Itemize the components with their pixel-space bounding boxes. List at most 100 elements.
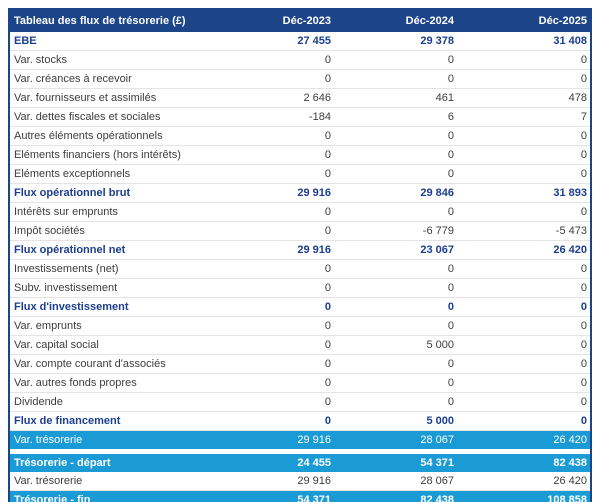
table-title: Tableau des flux de trésorerie (£) (9, 9, 211, 32)
row-value: 7 (454, 107, 591, 127)
row-value: 6 (331, 107, 454, 127)
row-value: 0 (211, 335, 331, 355)
row-value: 0 (331, 164, 454, 184)
row-value: 0 (331, 297, 454, 317)
row-label: Var. trésorerie (9, 430, 211, 449)
table-row: Flux de financement 0 5 000 0 (9, 411, 591, 431)
row-value: 0 (331, 316, 454, 336)
row-value: 0 (454, 411, 591, 431)
row-value: 0 (211, 259, 331, 279)
table-row: Var. stocks 0 0 0 (9, 50, 591, 70)
table-row: Autres éléments opérationnels 0 0 0 (9, 126, 591, 146)
row-value: 82 438 (454, 454, 591, 472)
row-value: -6 779 (331, 221, 454, 241)
row-label: Impôt sociétés (9, 221, 211, 241)
row-value: 0 (211, 50, 331, 70)
row-value: 27 455 (211, 32, 331, 51)
table-row: Impôt sociétés 0 -6 779 -5 473 (9, 221, 591, 241)
row-label: Var. stocks (9, 50, 211, 70)
row-label: Flux d'investissement (9, 297, 211, 317)
row-value: 0 (211, 69, 331, 89)
row-value: -5 473 (454, 221, 591, 241)
table-row: Trésorerie - fin 54 371 82 438 108 858 (9, 490, 591, 502)
table-row: Intérêts sur emprunts 0 0 0 (9, 202, 591, 222)
table-row: Var. trésorerie 29 916 28 067 26 420 (9, 430, 591, 449)
row-value: 2 646 (211, 88, 331, 108)
table-row: Investissements (net) 0 0 0 (9, 259, 591, 279)
row-label: Var. fournisseurs et assimilés (9, 88, 211, 108)
row-label: Trésorerie - fin (9, 490, 211, 502)
row-value: 5 000 (331, 411, 454, 431)
row-value: 0 (331, 202, 454, 222)
column-header-dec-2023: Déc-2023 (211, 9, 331, 32)
row-label: Var. trésorerie (9, 472, 211, 491)
row-value: 0 (454, 392, 591, 412)
row-value: 26 420 (454, 472, 591, 491)
table-row: Var. créances à recevoir 0 0 0 (9, 69, 591, 89)
row-value: 0 (211, 297, 331, 317)
table-row: Eléments financiers (hors intérêts) 0 0 0 (9, 145, 591, 165)
row-value: 0 (211, 145, 331, 165)
row-value: 5 000 (331, 335, 454, 355)
row-label: Trésorerie - départ (9, 454, 211, 472)
row-value: 0 (454, 164, 591, 184)
table-row: Eléments exceptionnels 0 0 0 (9, 164, 591, 184)
column-header-dec-2025: Déc-2025 (454, 9, 591, 32)
row-value: 0 (211, 126, 331, 146)
row-value: 0 (331, 392, 454, 412)
row-value: 54 371 (211, 490, 331, 502)
row-value: 0 (211, 354, 331, 374)
row-value: 29 378 (331, 32, 454, 51)
row-value: 0 (454, 373, 591, 393)
row-value: 26 420 (454, 240, 591, 260)
row-value: 0 (211, 278, 331, 298)
row-value: 0 (454, 278, 591, 298)
row-value: 0 (454, 50, 591, 70)
row-value: 0 (331, 50, 454, 70)
row-label: Var. emprunts (9, 316, 211, 336)
row-value: 0 (211, 392, 331, 412)
column-header-dec-2024: Déc-2024 (331, 9, 454, 32)
table-row: Var. capital social 0 5 000 0 (9, 335, 591, 355)
spacer-cell (9, 449, 591, 454)
row-value: 31 408 (454, 32, 591, 51)
row-value: 0 (331, 354, 454, 374)
table-row: Var. trésorerie 29 916 28 067 26 420 (9, 472, 591, 491)
table-row: Flux opérationnel brut 29 916 29 846 31 893 (9, 183, 591, 203)
row-value: 0 (454, 202, 591, 222)
row-label: Var. dettes fiscales et sociales (9, 107, 211, 127)
row-value: 26 420 (454, 430, 591, 449)
row-label: Var. autres fonds propres (9, 373, 211, 393)
row-value: 28 067 (331, 430, 454, 449)
row-value: 478 (454, 88, 591, 108)
row-value: 0 (211, 411, 331, 431)
row-value: 29 916 (211, 430, 331, 449)
row-value: 0 (211, 164, 331, 184)
table-row: Var. compte courant d'associés 0 0 0 (9, 354, 591, 374)
row-label: Var. capital social (9, 335, 211, 355)
row-value: 54 371 (331, 454, 454, 472)
row-value: 0 (454, 69, 591, 89)
row-value: 0 (454, 335, 591, 355)
row-value: 0 (454, 145, 591, 165)
row-label: Subv. investissement (9, 278, 211, 298)
table-row: Subv. investissement 0 0 0 (9, 278, 591, 298)
row-label: Flux opérationnel brut (9, 183, 211, 203)
row-value: 29 846 (331, 183, 454, 203)
table-row: Flux d'investissement 0 0 0 (9, 297, 591, 317)
table-header-row: Tableau des flux de trésorerie (£) Déc-2… (9, 9, 591, 32)
row-label: EBE (9, 32, 211, 51)
spacer-row (9, 449, 591, 454)
row-value: 29 916 (211, 183, 331, 203)
row-value: 0 (454, 354, 591, 374)
row-value: 0 (331, 259, 454, 279)
row-value: 29 916 (211, 472, 331, 491)
table-row: Dividende 0 0 0 (9, 392, 591, 412)
row-value: 108 858 (454, 490, 591, 502)
row-value: 0 (331, 373, 454, 393)
table-row: Trésorerie - départ 24 455 54 371 82 438 (9, 454, 591, 472)
row-label: Intérêts sur emprunts (9, 202, 211, 222)
row-value: 31 893 (454, 183, 591, 203)
row-label: Eléments exceptionnels (9, 164, 211, 184)
row-value: 0 (211, 202, 331, 222)
